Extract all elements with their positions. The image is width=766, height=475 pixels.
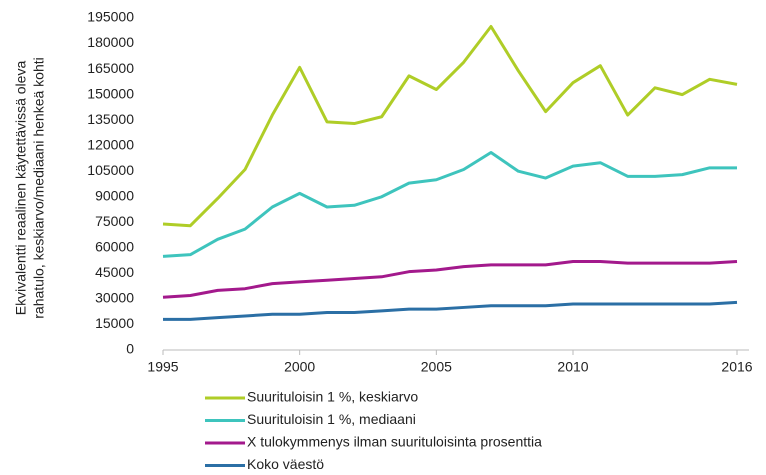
- legend-label: Suurituloisin 1 %, mediaani: [247, 411, 416, 427]
- legend-label: Suurituloisin 1 %, keskiarvo: [247, 389, 418, 405]
- y-tick-label: 90000: [95, 187, 134, 203]
- y-tick-label: 60000: [95, 239, 134, 255]
- x-tick-label: 2016: [721, 359, 752, 375]
- y-tick-label: 195000: [87, 9, 134, 25]
- y-tick-label: 150000: [87, 85, 134, 101]
- series-line: [162, 151, 737, 258]
- y-tick-label: 30000: [95, 290, 134, 306]
- y-tick-label: 120000: [87, 136, 134, 152]
- y-axis-label: rahatulo, keskiarvo/mediaani henkeä koht…: [31, 57, 47, 319]
- y-tick-label: 75000: [95, 213, 134, 229]
- y-tick-label: 105000: [87, 162, 134, 178]
- y-tick-label: 135000: [87, 111, 134, 127]
- y-tick-label: 45000: [95, 264, 134, 280]
- series-line: [163, 300, 738, 321]
- x-tick-label: 2010: [557, 359, 588, 375]
- x-tick-label: 2000: [284, 359, 315, 375]
- series-line: [162, 25, 738, 228]
- legend-label: Koko väestö: [247, 456, 324, 472]
- legend-label: X tulokymmenys ilman suurituloisinta pro…: [247, 434, 542, 450]
- y-tick-label: 165000: [87, 60, 134, 76]
- x-tick-label: 1995: [147, 359, 178, 375]
- y-tick-label: 15000: [95, 315, 134, 331]
- y-tick-label: 0: [126, 341, 134, 357]
- x-tick-label: 2005: [421, 359, 452, 375]
- y-axis-label: Ekvivalentti reaalinen käytettävissä ole…: [13, 61, 29, 316]
- y-tick-label: 180000: [87, 34, 134, 50]
- series-line: [162, 259, 738, 299]
